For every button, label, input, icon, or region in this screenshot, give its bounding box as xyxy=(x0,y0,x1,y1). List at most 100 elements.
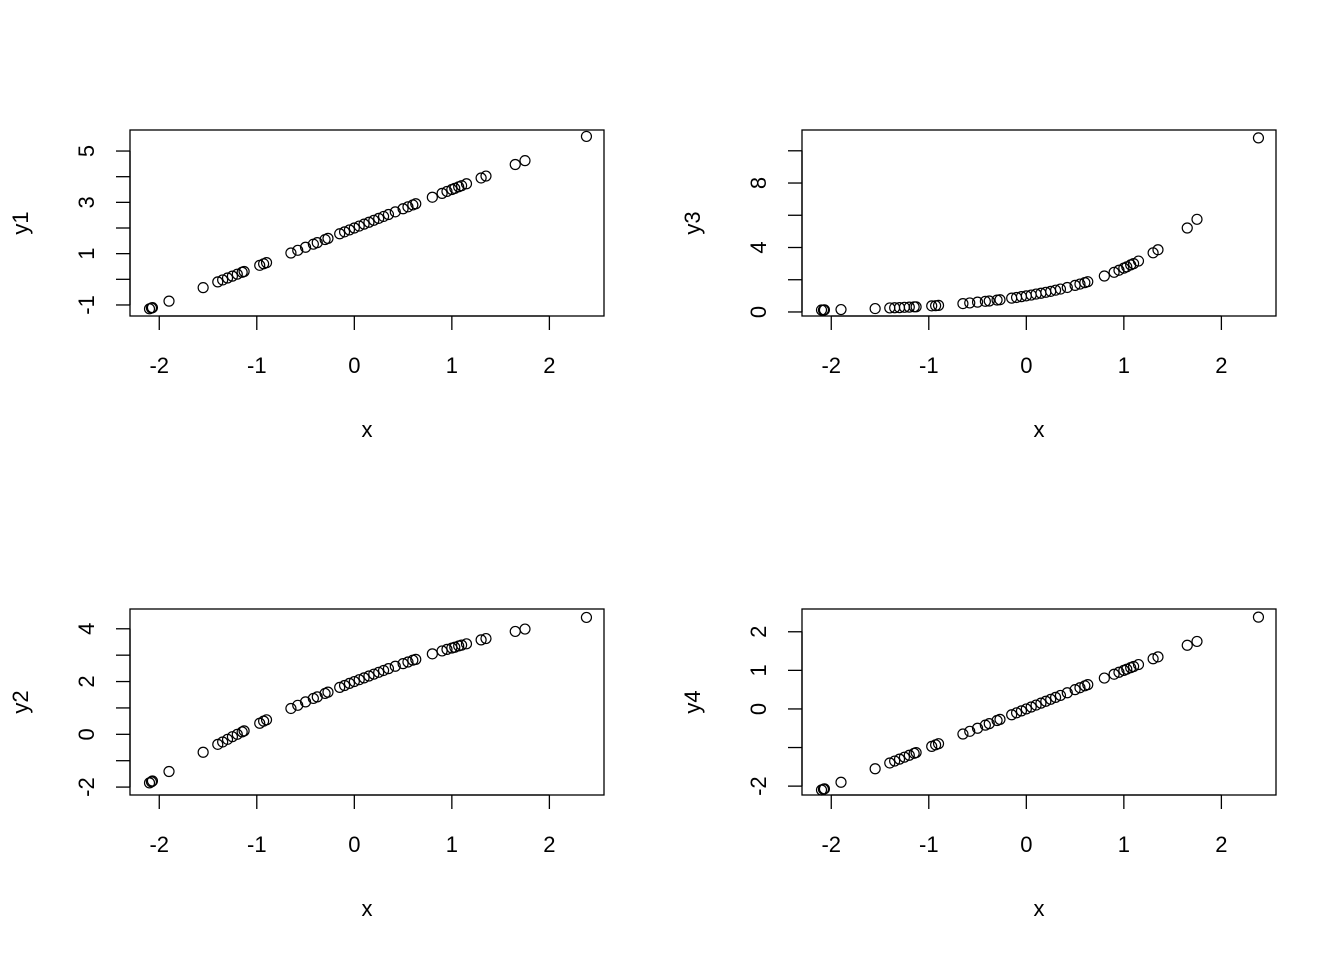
point xyxy=(460,638,473,650)
point xyxy=(382,663,395,675)
point xyxy=(373,666,385,678)
point xyxy=(456,639,468,651)
point xyxy=(889,755,901,767)
point xyxy=(212,276,224,288)
y-tick-label: 2 xyxy=(746,626,771,638)
point xyxy=(441,643,453,655)
point xyxy=(363,216,375,228)
point xyxy=(580,130,593,143)
point xyxy=(1132,658,1145,671)
point xyxy=(368,214,380,226)
point xyxy=(436,187,448,199)
x-axis-title: x xyxy=(1034,417,1045,442)
y-tick-label: 4 xyxy=(746,241,771,253)
point xyxy=(1049,691,1062,703)
point xyxy=(519,623,531,635)
point xyxy=(1045,693,1057,705)
x-tick-label: 1 xyxy=(446,353,458,378)
x-tick-label: 0 xyxy=(348,353,360,378)
point xyxy=(898,751,911,763)
x-tick-label: 1 xyxy=(1118,353,1130,378)
plot-box xyxy=(129,608,605,796)
x-tick-label: 1 xyxy=(446,832,458,857)
y-tick-label: 1 xyxy=(74,248,99,260)
y-axis-title: y4 xyxy=(680,690,705,713)
x-tick-label: -2 xyxy=(821,832,841,857)
point xyxy=(818,783,831,795)
point xyxy=(983,718,995,730)
point xyxy=(893,753,906,765)
point xyxy=(285,702,297,715)
x-tick-label: 2 xyxy=(1215,353,1227,378)
point xyxy=(397,203,409,215)
point xyxy=(1252,611,1265,623)
point xyxy=(1252,132,1265,144)
point xyxy=(334,228,346,240)
point xyxy=(1069,684,1081,696)
x-tick-label: -1 xyxy=(919,832,939,857)
point xyxy=(475,172,487,184)
plot-box xyxy=(129,129,605,317)
point xyxy=(519,155,531,167)
point xyxy=(1030,699,1042,711)
point xyxy=(343,224,356,236)
point xyxy=(1082,679,1094,691)
x-tick-label: 1 xyxy=(1118,832,1130,857)
point xyxy=(334,681,346,693)
point xyxy=(1191,213,1203,225)
point xyxy=(1020,703,1032,715)
x-tick-label: 2 xyxy=(1215,832,1227,857)
point xyxy=(869,302,881,315)
point xyxy=(1074,278,1086,290)
y-tick-label: 1 xyxy=(746,664,771,676)
point xyxy=(1015,705,1028,717)
point xyxy=(1152,651,1164,663)
point xyxy=(580,611,593,624)
point xyxy=(397,658,409,670)
point xyxy=(835,303,847,316)
point xyxy=(163,295,175,307)
point xyxy=(410,198,422,210)
y-tick-label: 3 xyxy=(74,196,99,208)
point xyxy=(353,220,365,232)
point xyxy=(957,297,969,310)
y-tick-label: 0 xyxy=(746,306,771,318)
point xyxy=(441,185,453,198)
point xyxy=(869,763,881,775)
point xyxy=(1098,270,1110,282)
point xyxy=(1181,639,1193,651)
point xyxy=(971,722,984,734)
point xyxy=(217,274,229,286)
y-axis-title: y1 xyxy=(8,211,33,234)
point xyxy=(964,297,976,309)
point xyxy=(382,208,395,221)
point xyxy=(1152,244,1164,256)
point xyxy=(1061,281,1073,294)
point xyxy=(358,672,370,684)
point xyxy=(926,300,938,312)
point xyxy=(994,713,1006,725)
point xyxy=(1061,687,1073,699)
point xyxy=(146,775,159,787)
y-tick-label: 0 xyxy=(746,703,771,715)
point xyxy=(231,268,243,280)
point xyxy=(1025,701,1037,713)
point xyxy=(338,679,351,692)
point xyxy=(402,201,414,213)
point xyxy=(1054,283,1067,295)
point xyxy=(426,191,438,203)
point xyxy=(884,757,896,769)
point xyxy=(1074,682,1086,694)
point xyxy=(835,776,847,788)
point xyxy=(373,212,385,224)
plot-box xyxy=(801,608,1277,796)
point xyxy=(475,634,487,646)
point xyxy=(480,632,492,645)
x-axis-title: x xyxy=(1034,896,1045,921)
point xyxy=(238,725,250,737)
y-tick-label: -2 xyxy=(74,777,99,797)
point xyxy=(1113,264,1125,276)
point xyxy=(456,180,468,192)
point xyxy=(226,270,239,282)
point xyxy=(1082,276,1094,288)
